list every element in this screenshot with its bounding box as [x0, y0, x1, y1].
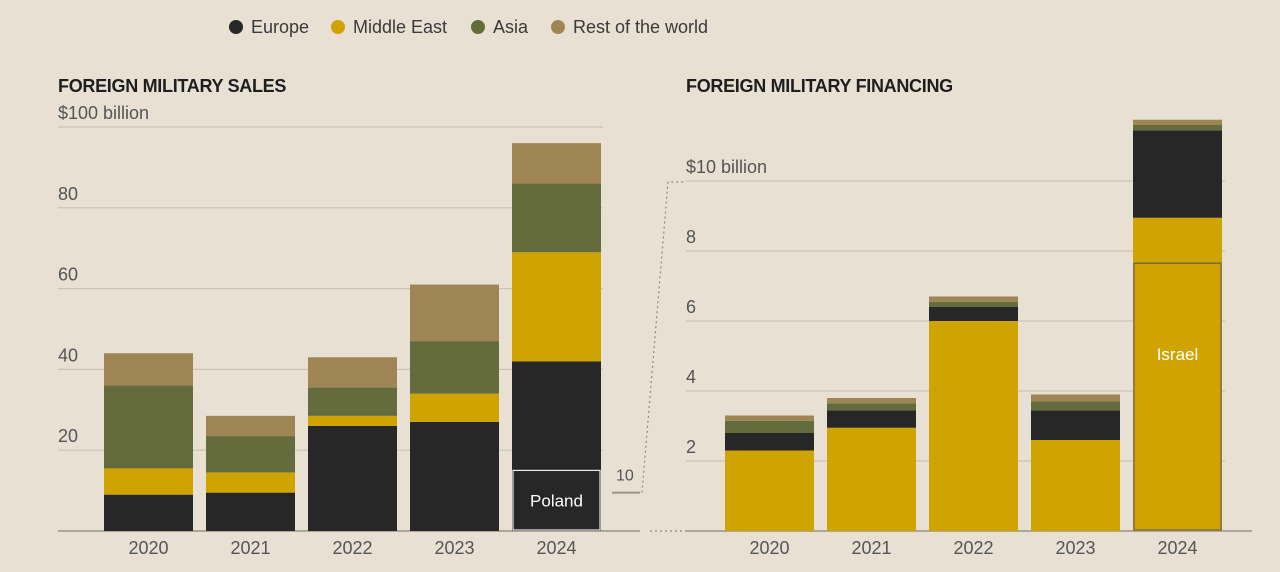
bar-sales-2024-asia: [512, 183, 601, 253]
y-tick-label-sales-40: 40: [58, 345, 78, 365]
y-tick-label-financing-2: 2: [686, 437, 696, 457]
legend-label-europe: Europe: [251, 17, 309, 37]
bar-sales-2022-europe: [308, 425, 397, 531]
bar-financing-2021-middle-east: [827, 427, 916, 531]
bar-financing-2022-europe: [929, 307, 1018, 321]
legend-swatch-middle-east: [331, 20, 345, 34]
bar-financing-2021-asia: [827, 403, 916, 411]
bar-sales-2023-middle-east: [410, 393, 499, 422]
bar-financing-2023-europe: [1031, 410, 1120, 440]
bar-sales-2020-middle-east: [104, 468, 193, 495]
bar-financing-2024-asia: [1133, 125, 1222, 131]
zoom-marker-label: 10: [616, 468, 634, 485]
bar-financing-2024-europe: [1133, 130, 1222, 218]
category-labels-sales: 2020 2021 2022 2023 2024: [128, 538, 576, 558]
bar-financing-2020-asia: [725, 420, 814, 433]
x-tick-label-financing-2024: 2024: [1157, 538, 1197, 558]
bar-sales-2023-rest-of-the-world: [410, 284, 499, 342]
x-tick-label-financing-2021: 2021: [851, 538, 891, 558]
x-tick-label-sales-2023: 2023: [434, 538, 474, 558]
bar-sales-2024-europe: [512, 361, 601, 531]
x-tick-label-sales-2020: 2020: [128, 538, 168, 558]
legend-swatch-rest-of-the-world: [551, 20, 565, 34]
panel-title-financing: FOREIGN MILITARY FINANCING: [686, 76, 953, 96]
bar-financing-2020-middle-east: [725, 450, 814, 531]
y-tick-label-financing-6: 6: [686, 297, 696, 317]
foreign-military-financing-panel: FOREIGN MILITARY FINANCING 2 4 6 8 $10 billi…: [686, 76, 1252, 558]
bar-financing-2024-middle-east: [1133, 217, 1222, 531]
x-tick-label-sales-2024: 2024: [536, 538, 576, 558]
bar-financing-2021-rest-of-the-world: [827, 398, 916, 404]
y-tick-label-financing-4: 4: [686, 367, 696, 387]
bars-sales: [104, 143, 601, 531]
bar-sales-2024-rest-of-the-world: [512, 143, 601, 184]
bar-sales-2021-rest-of-the-world: [206, 415, 295, 437]
bar-sales-2022-asia: [308, 387, 397, 416]
category-labels-financing: 2020 2021 2022 2023 2024: [749, 538, 1197, 558]
legend: Europe Middle East Asia Rest of the world: [229, 17, 708, 37]
legend-label-middle-east: Middle East: [353, 17, 447, 37]
bar-sales-2022-rest-of-the-world: [308, 357, 397, 388]
annotation-financing: Israel: [1133, 262, 1222, 531]
annotation-label-poland: Poland: [530, 492, 583, 511]
bar-financing-2020-europe: [725, 433, 814, 451]
bar-financing-2021-europe: [827, 410, 916, 428]
annotation-box-poland: [512, 469, 601, 531]
y-tick-label-financing-8: 8: [686, 227, 696, 247]
zoom-connector: 10: [612, 181, 686, 532]
x-tick-label-sales-2021: 2021: [230, 538, 270, 558]
bar-sales-2020-rest-of-the-world: [104, 353, 193, 386]
bar-sales-2020-europe: [104, 494, 193, 531]
legend-swatch-asia: [471, 20, 485, 34]
panel-title-sales: FOREIGN MILITARY SALES: [58, 76, 286, 96]
bar-sales-2021-asia: [206, 436, 295, 473]
bar-financing-2023-asia: [1031, 401, 1120, 411]
legend-label-rest-of-the-world: Rest of the world: [573, 17, 708, 37]
bar-sales-2024-middle-east: [512, 252, 601, 362]
bar-financing-2023-rest-of-the-world: [1031, 394, 1120, 402]
y-tick-label-financing-10: $10 billion: [686, 157, 767, 177]
annotation-sales: Poland: [512, 469, 601, 531]
x-tick-label-financing-2023: 2023: [1055, 538, 1095, 558]
y-tick-label-sales-20: 20: [58, 426, 78, 446]
bar-financing-2023-middle-east: [1031, 440, 1120, 531]
x-tick-label-sales-2022: 2022: [332, 538, 372, 558]
bar-financing-2024-rest-of-the-world: [1133, 119, 1222, 125]
bar-financing-2022-asia: [929, 301, 1018, 307]
bar-sales-2021-europe: [206, 492, 295, 531]
legend-label-asia: Asia: [493, 17, 529, 37]
legend-swatch-europe: [229, 20, 243, 34]
bar-financing-2022-rest-of-the-world: [929, 296, 1018, 302]
x-tick-label-financing-2020: 2020: [749, 538, 789, 558]
bars-financing: [725, 119, 1222, 531]
bar-sales-2020-asia: [104, 385, 193, 469]
y-tick-label-sales-60: 60: [58, 265, 78, 285]
bar-sales-2023-asia: [410, 341, 499, 394]
bar-financing-2022-middle-east: [929, 321, 1018, 531]
annotation-outline-israel: [1133, 262, 1222, 531]
bar-sales-2022-middle-east: [308, 415, 397, 426]
y-tick-label-sales-80: 80: [58, 184, 78, 204]
y-tick-label-sales-100: $100 billion: [58, 103, 149, 123]
x-tick-label-financing-2022: 2022: [953, 538, 993, 558]
annotation-label-israel: Israel: [1157, 345, 1199, 364]
bar-sales-2021-middle-east: [206, 472, 295, 493]
bar-financing-2020-rest-of-the-world: [725, 415, 814, 421]
bar-sales-2023-europe: [410, 421, 499, 531]
foreign-military-sales-panel: FOREIGN MILITARY SALES 20 40 60 80 $100 bill…: [58, 76, 640, 558]
zoom-connector-top: [641, 181, 686, 493]
